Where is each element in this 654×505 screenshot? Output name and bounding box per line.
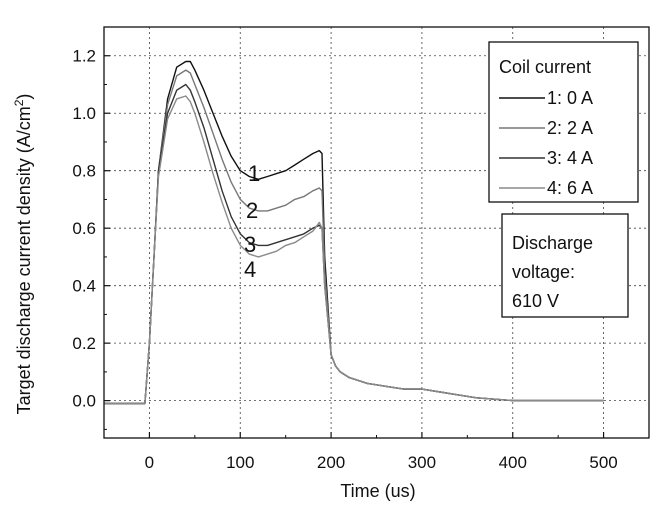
curve-label-2: 2 — [246, 198, 258, 223]
annotation-line-1: Discharge — [512, 233, 593, 253]
x-axis-label: Time (us) — [340, 481, 415, 501]
series-layer — [104, 60, 604, 405]
annotation-box — [501, 213, 629, 318]
legend-entry-2: 2: 2 A — [547, 118, 593, 138]
legend-title: Coil current — [499, 57, 591, 77]
annotation-line-2: voltage: — [512, 262, 575, 282]
legend: Coil current 1: 0 A 2: 2 A 3: 4 A 4: 6 A — [488, 41, 639, 203]
y-tick-label: 0.4 — [72, 277, 96, 296]
curve-label-1: 1 — [248, 161, 260, 186]
y-tick-label: 0.0 — [72, 392, 96, 411]
x-tick-label: 100 — [226, 453, 254, 472]
y-tick-label: 0.2 — [72, 334, 96, 353]
legend-entry-3: 3: 4 A — [547, 148, 593, 168]
y-tick-label: 0.8 — [72, 162, 96, 181]
legend-box — [488, 41, 639, 203]
x-tick-label: 200 — [317, 453, 345, 472]
x-tick-label: 0 — [145, 453, 154, 472]
legend-entry-4: 4: 6 A — [547, 178, 593, 198]
y-axis-label-main: Target discharge current density (A/cm — [14, 106, 34, 414]
y-tick-label: 0.6 — [72, 219, 96, 238]
annotation-line-3: 610 V — [512, 291, 559, 311]
curve-label-4: 4 — [244, 257, 256, 282]
ticks-layer: 0 100 200 300 400 500 0.0 0.2 0.4 0.6 0.8 1.0 1.2 — [72, 26, 650, 472]
x-tick-label: 300 — [408, 453, 436, 472]
x-tick-label: 400 — [499, 453, 527, 472]
annotation: Discharge voltage: 610 V — [501, 213, 629, 318]
legend-entry-1: 1: 0 A — [547, 88, 593, 108]
y-axis-label: Target discharge current density (A/cm2) — [12, 94, 34, 415]
y-axis-label-sup: 2 — [12, 99, 26, 106]
y-tick-label: 1.2 — [72, 47, 96, 66]
curve-label-3: 3 — [244, 232, 256, 257]
series-line-4 — [104, 95, 604, 405]
y-tick-label: 1.0 — [72, 104, 96, 123]
y-axis-label-end: ) — [14, 94, 34, 100]
x-tick-label: 500 — [589, 453, 617, 472]
